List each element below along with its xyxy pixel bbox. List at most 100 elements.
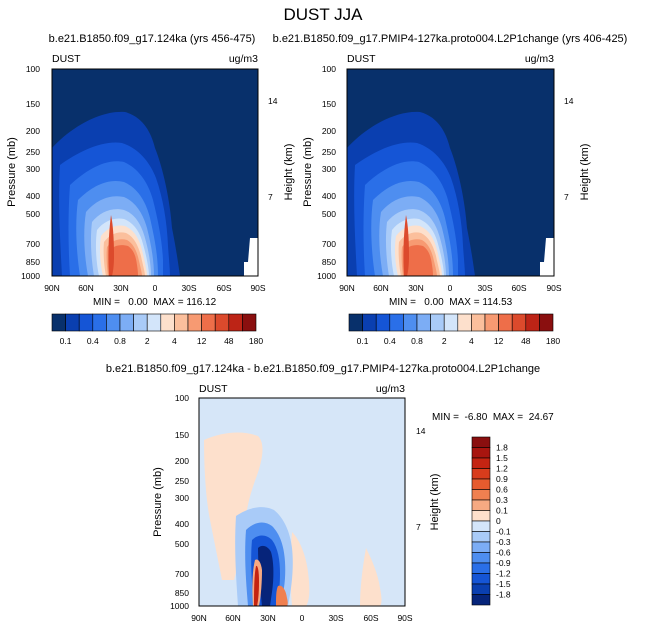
panel-1-x-tick-label: 30N <box>113 283 129 293</box>
colorbar-swatch <box>471 541 491 553</box>
panel-1-right-axis-label: Height (km) <box>283 144 295 201</box>
diff-positive-southern-hemisphere <box>360 548 382 606</box>
colorbar-swatch <box>525 313 540 332</box>
panel-3-frame <box>198 397 406 607</box>
panel-3: b.e21.B1850.f09_g17.124ka - b.e21.B1850.… <box>106 363 554 623</box>
colorbar-swatch <box>242 313 257 332</box>
panel-2-y-tick-label: 850 <box>322 257 336 267</box>
panel-3-y-axis-label: Pressure (mb) <box>152 467 164 537</box>
colorbar-swatch <box>471 478 491 490</box>
colorbar-label: 0.6 <box>496 485 508 495</box>
colorbar-swatch <box>471 562 491 574</box>
colorbar-label: 2 <box>145 336 150 346</box>
panel-1-right-tick-label: 14 <box>268 96 278 106</box>
colorbar-label: 1.2 <box>496 464 508 474</box>
colorbar-swatch <box>443 313 459 332</box>
panel-2-plot-area <box>346 68 555 277</box>
panel-3-y-tick-label: 300 <box>175 493 189 503</box>
colorbar-label: 48 <box>224 336 234 346</box>
colorbar-swatch <box>471 436 491 448</box>
colorbar-swatch <box>511 313 527 332</box>
colorbar-label: -0.9 <box>496 558 511 568</box>
panel-1-x-tick-label: 30S <box>181 283 196 293</box>
colorbar-swatch <box>498 313 513 332</box>
panel-2-frame <box>346 68 555 277</box>
panel-3-y-tick-label: 200 <box>175 456 189 466</box>
colorbar-swatch <box>403 313 418 332</box>
panel-3-right-axis: 14 7 <box>416 426 426 532</box>
panel-2-x-tick-label: 0 <box>448 283 453 293</box>
panel-1-x-axis: 90N 60N 30N 0 30S 60S 90S <box>44 283 266 293</box>
panel-2-y-tick-label: 700 <box>322 239 336 249</box>
panel-2-contour-fields <box>347 111 554 276</box>
panel-1-frame <box>51 68 259 277</box>
diff-positive-core-3 <box>276 585 288 606</box>
panel-3-right-axis-label: Height (km) <box>429 474 441 531</box>
colorbar-swatch <box>471 552 491 564</box>
panel-3-y-tick-label: 400 <box>175 519 189 529</box>
colorbar-swatch <box>416 313 431 332</box>
colorbar-label: -1.8 <box>496 590 511 600</box>
colorbar-swatch <box>471 468 491 480</box>
panel-3-x-tick-label: 90S <box>397 613 412 623</box>
colorbar-swatch <box>430 313 445 332</box>
panel-2-stats: MIN = 0.00 MAX = 114.53 <box>389 297 513 308</box>
colorbar-label: 0.8 <box>114 336 126 346</box>
panel-3-x-tick-label: 60N <box>225 613 241 623</box>
panel-1-y-tick-label: 400 <box>26 191 40 201</box>
panel-1-contour-fields <box>52 111 258 276</box>
dust-contour-level-12 <box>108 215 114 276</box>
panel-1-y-tick-label: 700 <box>26 239 40 249</box>
colorbar-label: 1.5 <box>496 453 508 463</box>
panel-2-y-tick-label: 250 <box>322 147 336 157</box>
panel-1-right-tick-label: 7 <box>268 192 273 202</box>
colorbar-swatch <box>78 313 94 332</box>
panel-2-x-tick-label: 90S <box>546 283 561 293</box>
colorbar-swatch <box>471 489 491 501</box>
colorbar-swatch <box>214 313 230 332</box>
colorbar-label: 0.4 <box>87 336 99 346</box>
panel-3-x-tick-label: 30N <box>260 613 276 623</box>
panel-1-title: b.e21.B1850.f09_g17.124ka (yrs 456-475) <box>49 33 256 45</box>
colorbar-label: 1.8 <box>496 443 508 453</box>
panel-2-title: b.e21.B1850.f09_g17.PMIP4-127ka.proto004… <box>273 33 628 45</box>
panel-2-y-tick-label: 300 <box>322 164 336 174</box>
panel-2-x-axis: 90N 60N 30N 0 30S 60S 90S <box>339 283 562 293</box>
colorbar-label: 12 <box>494 336 504 346</box>
panel-2-y-axis: 100 150 200 250 300 400 500 700 850 1000 <box>317 64 336 281</box>
panel-3-y-tick-label: 150 <box>175 430 189 440</box>
colorbar-label: -0.6 <box>496 548 511 558</box>
colorbar-swatch <box>471 447 491 459</box>
colorbar-swatch <box>174 313 189 332</box>
diff-positive-core-2 <box>254 565 259 606</box>
panel-2-x-tick-label: 60S <box>511 283 526 293</box>
panel-3-y-tick-label: 1000 <box>170 601 189 611</box>
colorbar-label: 0.8 <box>411 336 423 346</box>
colorbar-swatch <box>471 510 491 522</box>
colorbar-swatch <box>471 457 491 469</box>
panel-3-title: b.e21.B1850.f09_g17.124ka - b.e21.B1850.… <box>106 363 540 375</box>
panel-2-x-tick-label: 30N <box>408 283 424 293</box>
panel-2-units-label: ug/m3 <box>525 53 554 65</box>
panel-3-contour-fields <box>204 432 382 606</box>
dust-contour-level-11 <box>403 245 433 276</box>
panel-1-variable-label: DUST <box>52 53 81 65</box>
panel-3-units-label: ug/m3 <box>376 383 405 395</box>
panel-1-units-label: ug/m3 <box>229 53 258 65</box>
dust-bottom-right-void <box>540 238 554 276</box>
panel-2-right-axis: 14 7 <box>564 96 574 202</box>
panel-3-y-tick-label: 700 <box>175 569 189 579</box>
panel-2-y-tick-label: 400 <box>322 191 336 201</box>
panel-3-x-tick-label: 60S <box>363 613 378 623</box>
dust-bottom-right-void <box>244 238 258 276</box>
colorbar-swatch <box>119 313 134 332</box>
colorbar-swatch <box>484 313 499 332</box>
colorbar-label: -1.2 <box>496 569 511 579</box>
panel-1-y-tick-label: 100 <box>26 64 40 74</box>
colorbar-swatch <box>362 313 377 332</box>
panel-2-colorbar: 0.1 0.4 0.8 2 4 12 48 180 <box>348 313 560 346</box>
panel-2-right-tick-label: 14 <box>564 96 574 106</box>
colorbar-swatch <box>457 313 472 332</box>
panel-1-y-axis: 100 150 200 250 300 400 500 700 850 1000 <box>21 64 40 281</box>
colorbar-swatch <box>160 313 175 332</box>
